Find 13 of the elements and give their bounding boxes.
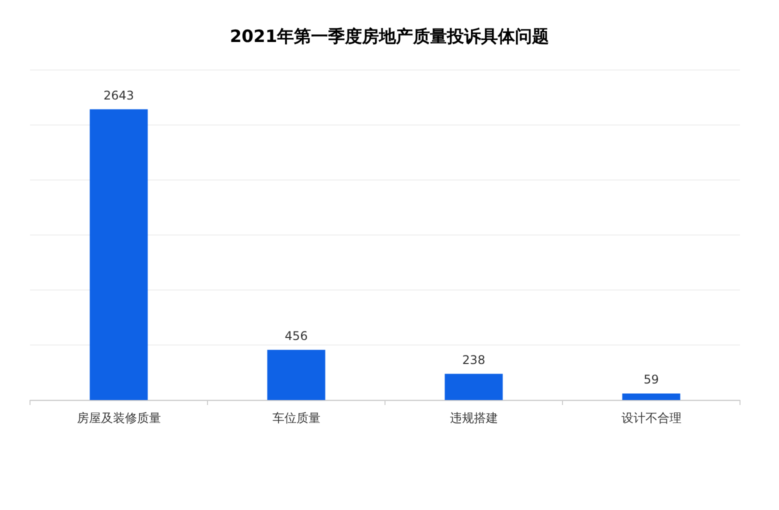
data-label: 59 bbox=[644, 372, 659, 387]
chart-title: 2021年第一季度房地产质量投诉具体问题 bbox=[230, 27, 550, 47]
x-tick-label: 房屋及装修质量 bbox=[76, 411, 161, 425]
x-tick-label: 设计不合理 bbox=[621, 411, 682, 425]
bar bbox=[90, 109, 148, 400]
bar bbox=[444, 374, 503, 400]
data-label: 238 bbox=[462, 352, 486, 367]
x-tick-label: 车位质量 bbox=[272, 411, 320, 425]
bar bbox=[267, 350, 326, 400]
x-tick-label: 违规搭建 bbox=[450, 411, 498, 425]
data-label: 456 bbox=[284, 328, 308, 343]
data-label: 2643 bbox=[103, 88, 134, 102]
bar bbox=[622, 394, 680, 400]
